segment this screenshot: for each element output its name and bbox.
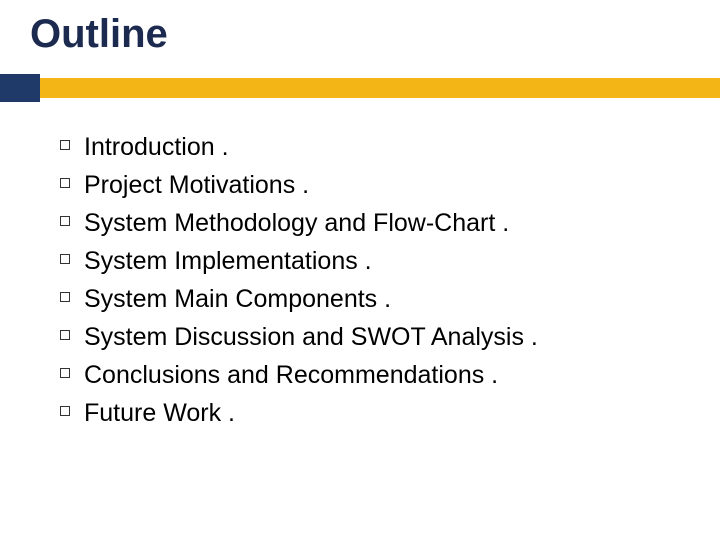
page-title: Outline: [30, 12, 168, 57]
list-item-label: Future Work .: [84, 396, 235, 430]
list-item-label: System Implementations .: [84, 244, 372, 278]
list-item: System Discussion and SWOT Analysis .: [60, 320, 538, 354]
list-item: System Main Components .: [60, 282, 538, 316]
square-bullet-icon: [60, 216, 70, 226]
title-accent-block: [0, 74, 40, 102]
list-item-label: System Discussion and SWOT Analysis .: [84, 320, 538, 354]
square-bullet-icon: [60, 140, 70, 150]
title-underline-bar: [0, 78, 720, 98]
square-bullet-icon: [60, 368, 70, 378]
list-item: Future Work .: [60, 396, 538, 430]
list-item-label: System Main Components .: [84, 282, 391, 316]
list-item-label: System Methodology and Flow-Chart .: [84, 206, 509, 240]
square-bullet-icon: [60, 178, 70, 188]
list-item-label: Conclusions and Recommendations .: [84, 358, 498, 392]
outline-list: Introduction . Project Motivations . Syste…: [60, 130, 538, 434]
list-item-label: Introduction .: [84, 130, 229, 164]
list-item: Conclusions and Recommendations .: [60, 358, 538, 392]
list-item: System Implementations .: [60, 244, 538, 278]
square-bullet-icon: [60, 292, 70, 302]
square-bullet-icon: [60, 406, 70, 416]
list-item: System Methodology and Flow-Chart .: [60, 206, 538, 240]
list-item-label: Project Motivations .: [84, 168, 309, 202]
list-item: Introduction .: [60, 130, 538, 164]
list-item: Project Motivations .: [60, 168, 538, 202]
square-bullet-icon: [60, 254, 70, 264]
square-bullet-icon: [60, 330, 70, 340]
